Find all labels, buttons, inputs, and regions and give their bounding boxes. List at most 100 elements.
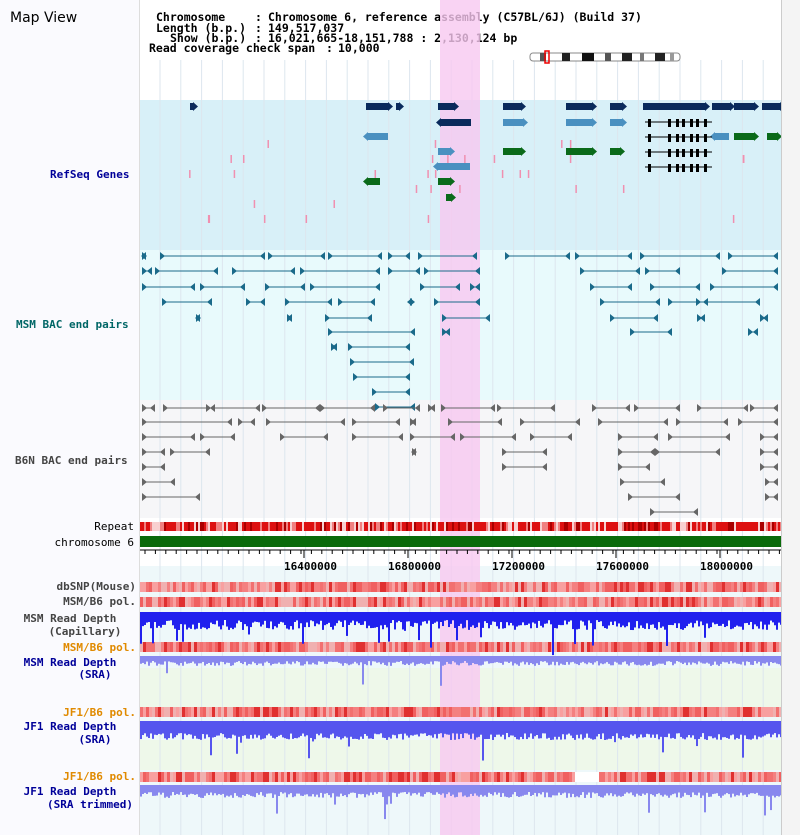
jf1-depth-trim-bar <box>558 785 560 793</box>
msm-b6-pol-cap-segment <box>587 597 590 607</box>
msm-depth-cap-bar <box>728 612 730 621</box>
jf1-b6-pol-trim-segment <box>653 772 656 782</box>
track-label-repeat[interactable]: Repeat <box>94 520 134 533</box>
msm-b6-pol-sra-segment <box>599 642 602 652</box>
dbsnp-segment <box>449 582 452 592</box>
track-label-dbsnp[interactable]: dbSNP(Mouse) <box>56 580 136 593</box>
dbsnp-segment <box>566 582 569 592</box>
msm-depth-sra-bar <box>250 656 252 665</box>
track-label-jf1-b6-pol-trim[interactable]: JF1/B6 pol. <box>63 770 136 783</box>
jf1-b6-pol-trim-segment <box>548 772 551 782</box>
msm-b6-pol-cap-segment <box>464 597 467 607</box>
jf1-b6-pol-sra-segment <box>461 707 464 717</box>
track-label-msm-bac[interactable]: MSM BAC end pairs <box>16 318 129 331</box>
repeat-segment <box>658 522 660 531</box>
repeat-segment <box>244 522 246 531</box>
track-label-jf1-depth-sra[interactable]: JF1 Read Depth <box>23 720 117 733</box>
track-label-msm-depth-sra[interactable]: MSM Read Depth <box>23 656 117 669</box>
repeat-segment <box>172 522 174 531</box>
jf1-depth-trim-bar <box>684 785 686 793</box>
msm-b6-pol-cap-segment <box>626 597 629 607</box>
msm-b6-pol-sra-segment <box>560 642 563 652</box>
dbsnp-segment <box>638 582 641 592</box>
msm-b6-pol-cap-segment <box>491 597 494 607</box>
ideogram-band <box>640 53 644 61</box>
msm-b6-pol-sra-segment <box>497 642 500 652</box>
msm-depth-sra-bar <box>720 656 722 664</box>
msm-b6-pol-cap-segment <box>203 597 206 607</box>
jf1-depth-trim-bar <box>670 785 672 796</box>
msm-b6-pol-cap-segment <box>635 597 638 607</box>
msm-b6-pol-sra-segment <box>692 642 695 652</box>
msm-depth-sra-bar <box>226 656 228 663</box>
jf1-depth-trim-bar <box>212 785 214 796</box>
track-label-msm-b6-pol-cap[interactable]: MSM/B6 pol. <box>63 595 136 608</box>
jf1-depth-sra-bar <box>746 721 748 740</box>
repeat-segment <box>396 522 398 531</box>
jf1-depth-sra-bar <box>358 721 360 740</box>
msm-b6-pol-cap-segment <box>473 597 476 607</box>
jf1-b6-pol-trim-segment <box>173 772 176 782</box>
msm-depth-sra-bar <box>372 656 374 662</box>
jf1-depth-trim-bar <box>278 785 280 796</box>
vertical-scrollbar[interactable] <box>781 0 800 835</box>
jf1-b6-pol-sra-segment <box>713 707 716 717</box>
jf1-depth-sra-bar <box>308 721 310 759</box>
msm-depth-cap-bar <box>188 612 190 628</box>
msm-depth-sra-bar <box>556 656 558 662</box>
msm-depth-sra-bar <box>628 656 630 666</box>
dbsnp-segment <box>716 582 719 592</box>
track-label-refseq[interactable]: RefSeq Genes <box>50 168 130 181</box>
repeat-segment <box>360 522 362 531</box>
jf1-b6-pol-sra-segment <box>239 707 242 717</box>
msm-depth-cap-bar <box>370 612 372 629</box>
jf1-depth-trim-bar <box>314 785 316 797</box>
track-label-msm-depth-cap[interactable]: MSM Read Depth <box>23 612 117 625</box>
jf1-depth-trim-bar <box>450 785 452 796</box>
track-label-b6n-bac[interactable]: B6N BAC end pairs <box>15 454 128 467</box>
jf1-depth-sra-bar <box>140 721 142 740</box>
jf1-b6-pol-sra-segment <box>248 707 251 717</box>
jf1-b6-pol-sra-segment <box>185 707 188 717</box>
msm-depth-cap-bar <box>604 612 606 629</box>
jf1-depth-sra-bar <box>548 721 550 738</box>
jf1-depth-sra-bar <box>574 721 576 740</box>
jf1-b6-pol-trim-segment <box>266 772 269 782</box>
jf1-depth-trim-bar <box>408 785 410 793</box>
repeat-segment <box>406 522 408 531</box>
jf1-depth-trim-bar <box>154 785 156 796</box>
jf1-depth-sra-bar <box>396 721 398 739</box>
msm-depth-sra-bar <box>174 656 176 663</box>
jf1-b6-pol-sra-segment <box>419 707 422 717</box>
msm-b6-pol-cap-segment <box>140 597 143 607</box>
msm-depth-cap-bar <box>324 612 326 626</box>
msm-b6-pol-sra-segment <box>242 642 245 652</box>
gene-feature-arrow <box>450 147 455 156</box>
jf1-b6-pol-trim-segment <box>179 772 182 782</box>
repeat-segment <box>550 522 552 531</box>
msm-b6-pol-sra-segment <box>392 642 395 652</box>
repeat-segment <box>774 522 776 531</box>
jf1-depth-sra-bar <box>410 721 412 736</box>
track-label-chromosome[interactable]: chromosome 6 <box>54 536 134 549</box>
repeat-segment <box>512 522 514 531</box>
jf1-b6-pol-trim-segment <box>473 772 476 782</box>
jf1-depth-trim-bar <box>432 785 434 795</box>
jf1-depth-trim-bar <box>286 785 288 798</box>
msm-b6-pol-sra-segment <box>152 642 155 652</box>
track-label-jf1-depth-trim[interactable]: JF1 Read Depth <box>23 785 117 798</box>
jf1-depth-trim-bar <box>610 785 612 794</box>
track-label-jf1-b6-pol-sra[interactable]: JF1/B6 pol. <box>63 706 136 719</box>
jf1-depth-trim-bar <box>742 785 744 796</box>
msm-bac-pair-left-end <box>640 252 645 260</box>
dbsnp-segment <box>206 582 209 592</box>
msm-b6-pol-cap-segment <box>407 597 410 607</box>
msm-b6-pol-cap-segment <box>305 597 308 607</box>
b6n-bac-pair-left-end <box>628 493 633 501</box>
jf1-depth-trim-bar <box>316 785 318 795</box>
jf1-depth-trim-bar <box>366 785 368 795</box>
msm-b6-pol-cap-segment <box>374 597 377 607</box>
jf1-b6-pol-trim-segment <box>605 772 608 782</box>
track-label-msm-b6-pol-sra[interactable]: MSM/B6 pol. <box>63 641 136 654</box>
